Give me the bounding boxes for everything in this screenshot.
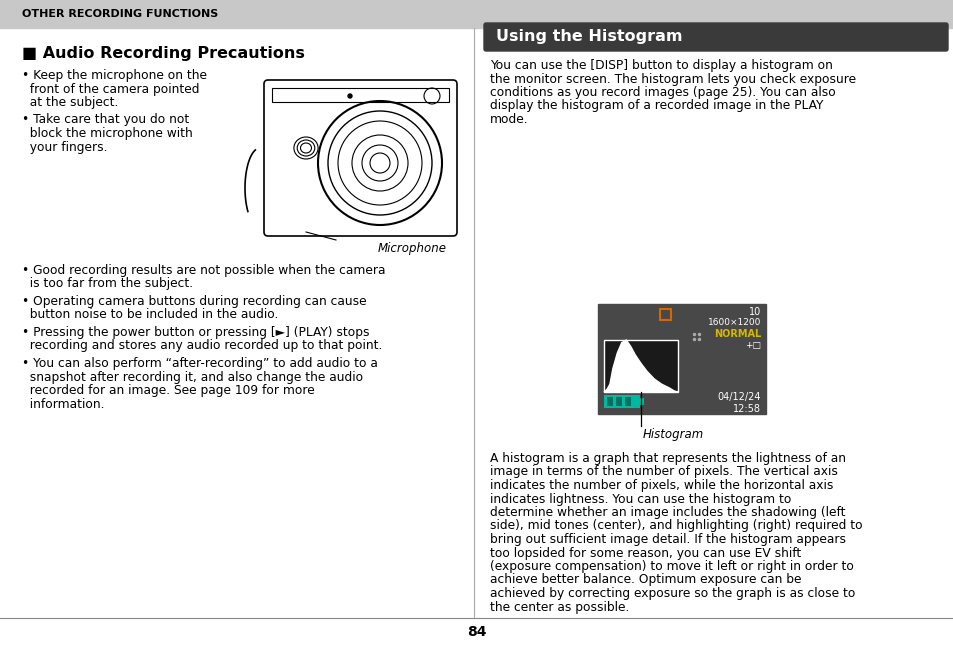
- Text: indicates lightness. You can use the histogram to: indicates lightness. You can use the his…: [490, 492, 791, 506]
- Text: recorded for an image. See page 109 for more: recorded for an image. See page 109 for …: [22, 384, 314, 397]
- Bar: [639, 398, 643, 405]
- Text: +□: +□: [744, 341, 760, 350]
- Text: (exposure compensation) to move it left or right in order to: (exposure compensation) to move it left …: [490, 560, 853, 573]
- Text: recording and stores any audio recorded up to that point.: recording and stores any audio recorded …: [22, 340, 382, 353]
- Text: 04/12/24: 04/12/24: [717, 392, 760, 402]
- Text: NORMAL: NORMAL: [713, 329, 760, 339]
- Text: • Operating camera buttons during recording can cause: • Operating camera buttons during record…: [22, 295, 366, 308]
- Bar: [624, 397, 630, 406]
- Text: display the histogram of a recorded image in the PLAY: display the histogram of a recorded imag…: [490, 99, 822, 112]
- Text: Using the Histogram: Using the Histogram: [496, 30, 681, 45]
- Text: determine whether an image includes the shadowing (left: determine whether an image includes the …: [490, 506, 844, 519]
- Text: the center as possible.: the center as possible.: [490, 601, 629, 614]
- Text: front of the camera pointed: front of the camera pointed: [22, 83, 199, 96]
- FancyBboxPatch shape: [264, 80, 456, 236]
- Text: information.: information.: [22, 397, 105, 410]
- Text: block the microphone with: block the microphone with: [22, 127, 193, 140]
- Text: button noise to be included in the audio.: button noise to be included in the audio…: [22, 309, 278, 322]
- Text: 10: 10: [748, 307, 760, 317]
- Text: • Good recording results are not possible when the camera: • Good recording results are not possibl…: [22, 264, 385, 277]
- Circle shape: [348, 94, 352, 98]
- Text: 84: 84: [467, 625, 486, 639]
- Text: the monitor screen. The histogram lets you check exposure: the monitor screen. The histogram lets y…: [490, 72, 855, 85]
- Text: is too far from the subject.: is too far from the subject.: [22, 278, 193, 291]
- Text: 1600×1200: 1600×1200: [707, 318, 760, 327]
- Bar: [603, 395, 639, 408]
- Text: A histogram is a graph that represents the lightness of an: A histogram is a graph that represents t…: [490, 452, 845, 465]
- Text: • Pressing the power button or pressing [►] (PLAY) stops: • Pressing the power button or pressing …: [22, 326, 369, 339]
- Text: Microphone: Microphone: [377, 242, 447, 255]
- Bar: [272, 88, 449, 102]
- Text: You can use the [DISP] button to display a histogram on: You can use the [DISP] button to display…: [490, 59, 832, 72]
- Text: at the subject.: at the subject.: [22, 96, 118, 109]
- Bar: [0, 0, 953, 28]
- Text: • You can also perform “after-recording” to add audio to a: • You can also perform “after-recording”…: [22, 357, 377, 370]
- Text: Histogram: Histogram: [642, 428, 703, 441]
- Text: ■ Audio Recording Precautions: ■ Audio Recording Precautions: [22, 46, 305, 61]
- Bar: [659, 309, 670, 320]
- Text: side), mid tones (center), and highlighting (right) required to: side), mid tones (center), and highlight…: [490, 519, 862, 532]
- Text: • Take care that you do not: • Take care that you do not: [22, 114, 189, 127]
- Text: 12:58: 12:58: [732, 404, 760, 414]
- Text: bring out sufficient image detail. If the histogram appears: bring out sufficient image detail. If th…: [490, 533, 845, 546]
- Polygon shape: [603, 340, 678, 392]
- Text: your fingers.: your fingers.: [22, 140, 108, 154]
- Text: achieve better balance. Optimum exposure can be: achieve better balance. Optimum exposure…: [490, 574, 801, 587]
- Text: too lopsided for some reason, you can use EV shift: too lopsided for some reason, you can us…: [490, 547, 801, 559]
- Text: mode.: mode.: [490, 113, 528, 126]
- Text: snapshot after recording it, and also change the audio: snapshot after recording it, and also ch…: [22, 371, 363, 384]
- Bar: [598, 304, 765, 414]
- Text: • Keep the microphone on the: • Keep the microphone on the: [22, 69, 207, 82]
- Text: achieved by correcting exposure so the graph is as close to: achieved by correcting exposure so the g…: [490, 587, 855, 600]
- Text: indicates the number of pixels, while the horizontal axis: indicates the number of pixels, while th…: [490, 479, 833, 492]
- Bar: [603, 340, 678, 392]
- FancyBboxPatch shape: [483, 23, 947, 51]
- Text: conditions as you record images (page 25). You can also: conditions as you record images (page 25…: [490, 86, 835, 99]
- Text: OTHER RECORDING FUNCTIONS: OTHER RECORDING FUNCTIONS: [22, 9, 218, 19]
- Bar: [606, 397, 613, 406]
- Bar: [616, 397, 621, 406]
- Text: image in terms of the number of pixels. The vertical axis: image in terms of the number of pixels. …: [490, 466, 837, 479]
